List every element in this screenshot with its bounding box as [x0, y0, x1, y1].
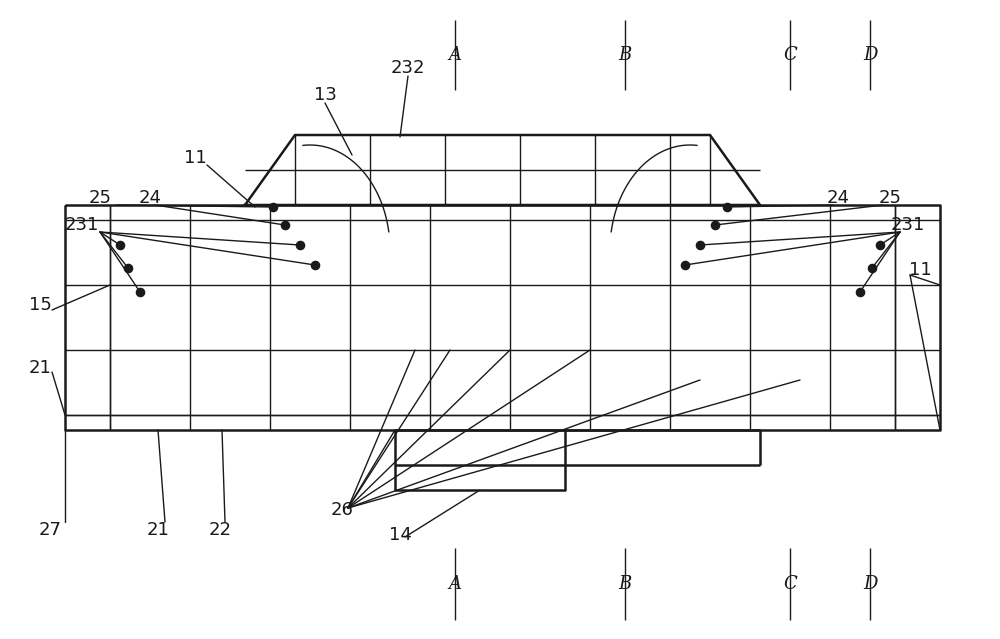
- Text: 231: 231: [891, 216, 925, 234]
- Text: B: B: [618, 46, 632, 64]
- Point: [265, 202, 281, 212]
- Text: 27: 27: [38, 521, 62, 539]
- Point: [112, 240, 128, 250]
- Text: C: C: [783, 575, 797, 593]
- Text: 24: 24: [826, 189, 850, 207]
- Text: 14: 14: [389, 526, 411, 544]
- Point: [707, 220, 723, 230]
- Text: 24: 24: [138, 189, 162, 207]
- Text: B: B: [618, 575, 632, 593]
- Text: 232: 232: [391, 59, 425, 77]
- Text: 26: 26: [331, 501, 353, 519]
- Point: [692, 240, 708, 250]
- Point: [677, 260, 693, 270]
- Point: [132, 287, 148, 297]
- Text: 13: 13: [314, 86, 336, 104]
- Text: 11: 11: [909, 261, 931, 279]
- Point: [852, 287, 868, 297]
- Text: D: D: [863, 575, 877, 593]
- Point: [292, 240, 308, 250]
- Text: C: C: [783, 46, 797, 64]
- Text: 25: 25: [88, 189, 112, 207]
- Text: D: D: [863, 46, 877, 64]
- Text: 15: 15: [29, 296, 51, 314]
- Point: [277, 220, 293, 230]
- Text: 22: 22: [208, 521, 232, 539]
- Text: A: A: [448, 46, 462, 64]
- Text: 231: 231: [65, 216, 99, 234]
- Point: [872, 240, 888, 250]
- Text: 21: 21: [147, 521, 169, 539]
- Point: [864, 263, 880, 273]
- Text: 11: 11: [184, 149, 206, 167]
- Text: 21: 21: [29, 359, 51, 377]
- Point: [719, 202, 735, 212]
- Text: A: A: [448, 575, 462, 593]
- Text: 25: 25: [879, 189, 902, 207]
- Point: [120, 263, 136, 273]
- Point: [307, 260, 323, 270]
